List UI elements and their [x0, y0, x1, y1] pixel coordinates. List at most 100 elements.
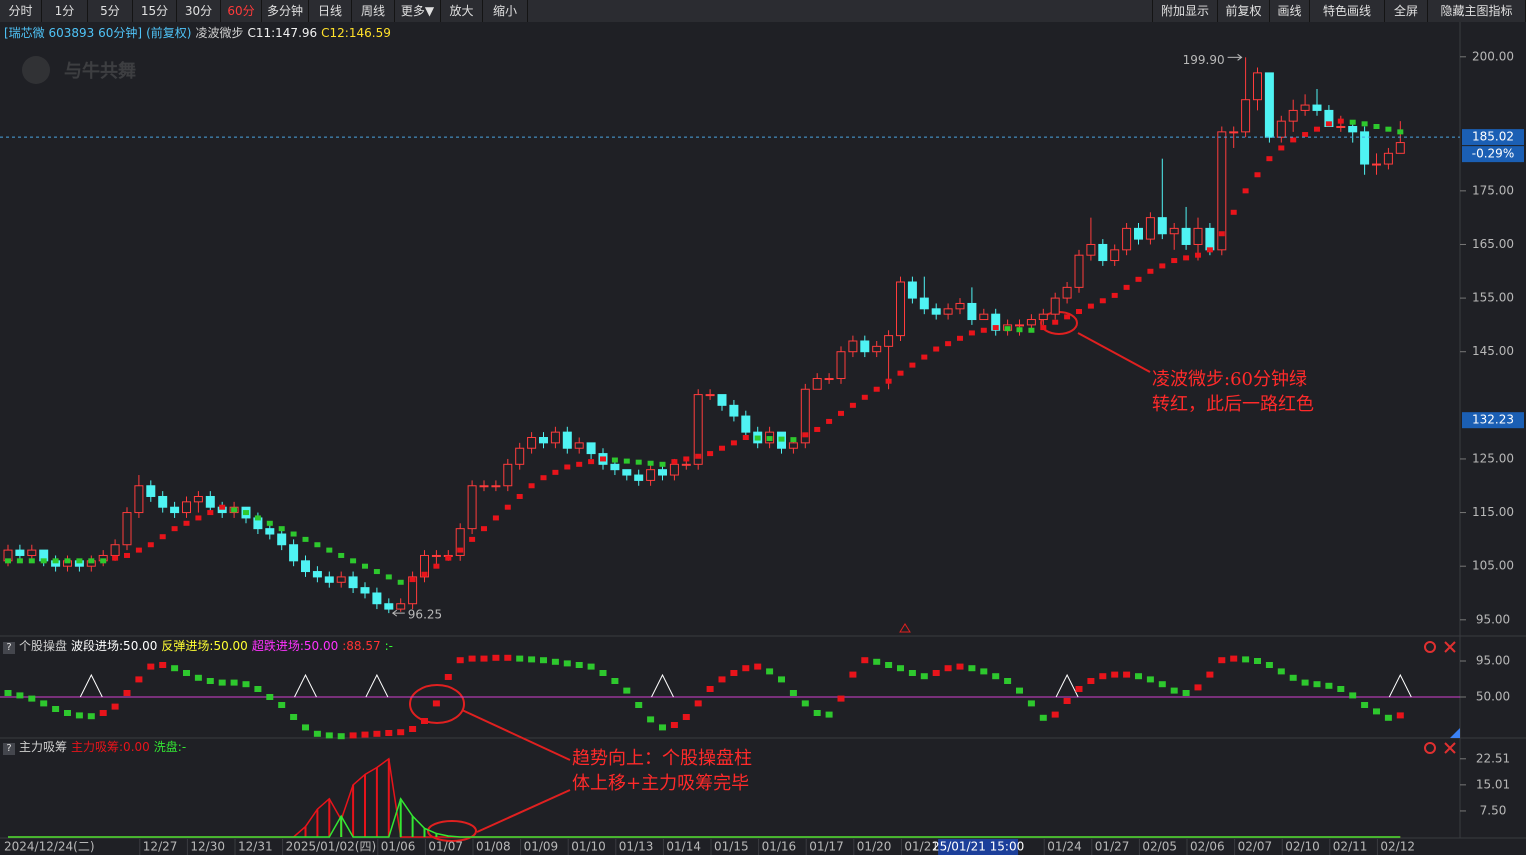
y-tick-label: 155.00 [1472, 291, 1514, 305]
x-tick-label: 01/06 [381, 840, 416, 854]
step-dot [171, 526, 178, 532]
legend-item: 主力吸筹:0.00 [71, 740, 150, 754]
x-tick-label: 01/14 [666, 840, 701, 854]
toolbar-button[interactable]: 隐藏主图指标 [1428, 0, 1526, 22]
step-dot [1064, 314, 1071, 320]
step-dot [1099, 298, 1106, 304]
dot [706, 686, 714, 692]
step-dot [492, 515, 499, 521]
candle-body [634, 474, 644, 481]
high-label: 199.90 [1183, 53, 1225, 67]
candle-body [110, 544, 120, 556]
dot [1289, 674, 1297, 681]
signal-triangle [79, 673, 103, 698]
toolbar-button[interactable]: 15分 [133, 0, 177, 22]
toolbar-button[interactable]: 1分 [42, 0, 88, 22]
dot [254, 686, 262, 692]
candle-body [503, 463, 513, 487]
candle-body [1336, 126, 1346, 129]
toolbar-button[interactable]: 特色画线 [1310, 0, 1385, 22]
legend-item: 波段进场:50.00 [71, 639, 158, 653]
toolbar-button[interactable]: 分时 [0, 0, 42, 22]
step-dot [826, 418, 833, 424]
toolbar-button[interactable]: 5分 [88, 0, 133, 22]
annotation-line-text: 趋势向上：个股操盘柱 [572, 748, 752, 769]
candle-body [1360, 131, 1370, 165]
step-dot [159, 534, 166, 540]
close-icon[interactable] [1444, 641, 1456, 653]
toolbar-button[interactable]: 附加显示 [1153, 0, 1218, 22]
dot [290, 714, 298, 720]
toolbar-button[interactable]: 前复权 [1218, 0, 1270, 22]
dot [1099, 673, 1107, 680]
step-dot [1290, 137, 1297, 143]
dot [1158, 681, 1166, 688]
candle-body [312, 571, 322, 578]
candle-body [800, 388, 810, 444]
step-dot [719, 445, 725, 451]
candle-body [15, 549, 25, 556]
x-tick-label: 01/13 [619, 840, 654, 854]
step-dot [980, 327, 987, 333]
dot [1325, 682, 1333, 689]
help-icon[interactable]: ? [3, 642, 15, 654]
series-line [8, 797, 1401, 838]
signal-triangle [1388, 673, 1412, 698]
step-dot [945, 341, 952, 347]
dot [789, 690, 797, 696]
dot [313, 730, 321, 737]
y-tick-label: 115.00 [1472, 505, 1514, 519]
toolbar-button[interactable]: 更多▼ [395, 0, 441, 22]
settings-icon[interactable] [1424, 641, 1436, 653]
indicator-value: C12:146.59 [321, 26, 391, 40]
indicator-value: C11:147.96 [247, 26, 318, 40]
step-dot [766, 436, 773, 442]
toolbar-button-active[interactable]: 60分 [221, 0, 262, 22]
y-tick-label: 22.51 [1476, 751, 1510, 765]
dot [1123, 671, 1131, 678]
step-dot [397, 579, 404, 585]
toolbar-button[interactable]: 画线 [1270, 0, 1310, 22]
candle-body [1300, 104, 1310, 111]
step-dot [1040, 325, 1047, 331]
candle-body [396, 603, 406, 610]
dot [920, 673, 928, 680]
toolbar-button[interactable]: 30分 [177, 0, 221, 22]
settings-icon[interactable] [1424, 742, 1436, 754]
dot [147, 663, 155, 670]
toolbar-button[interactable]: 多分钟 [262, 0, 309, 22]
dot [1027, 700, 1035, 707]
dot [766, 668, 774, 675]
low-arrowhead [391, 609, 398, 617]
dot [861, 657, 869, 664]
dot [397, 729, 405, 736]
candle-body [158, 495, 168, 508]
dot [159, 662, 167, 668]
candle-body [1145, 217, 1155, 240]
toolbar-button[interactable]: 全屏 [1385, 0, 1428, 22]
toolbar-button[interactable]: 周线 [352, 0, 395, 22]
dot [540, 657, 547, 664]
legend-item: :88.57 [342, 639, 381, 653]
dot [349, 732, 357, 739]
dot [944, 665, 952, 672]
legend-item: 反弹进场:50.00 [161, 639, 248, 653]
step-dot [552, 469, 559, 475]
dot [1206, 671, 1214, 678]
step-dot [124, 552, 130, 558]
candle-body [955, 302, 965, 310]
panel-icons[interactable] [1424, 641, 1456, 754]
step-dot [100, 558, 107, 564]
legend-item: 洗盘:- [153, 740, 187, 754]
annotation: 趋势向上：个股操盘柱 体上移+主力吸筹完毕 [572, 746, 752, 796]
step-dot [243, 510, 249, 516]
help-icon[interactable]: ? [3, 743, 15, 755]
toolbar-button[interactable]: 放大 [441, 0, 483, 22]
toolbar-button[interactable]: 日线 [309, 0, 352, 22]
step-dot [433, 563, 440, 569]
watermark: 与牛共舞 [64, 60, 136, 82]
toolbar-button[interactable]: 缩小 [483, 0, 528, 22]
high-arrowhead [1237, 53, 1243, 61]
step-dot [76, 558, 83, 564]
close-icon[interactable] [1444, 742, 1456, 754]
